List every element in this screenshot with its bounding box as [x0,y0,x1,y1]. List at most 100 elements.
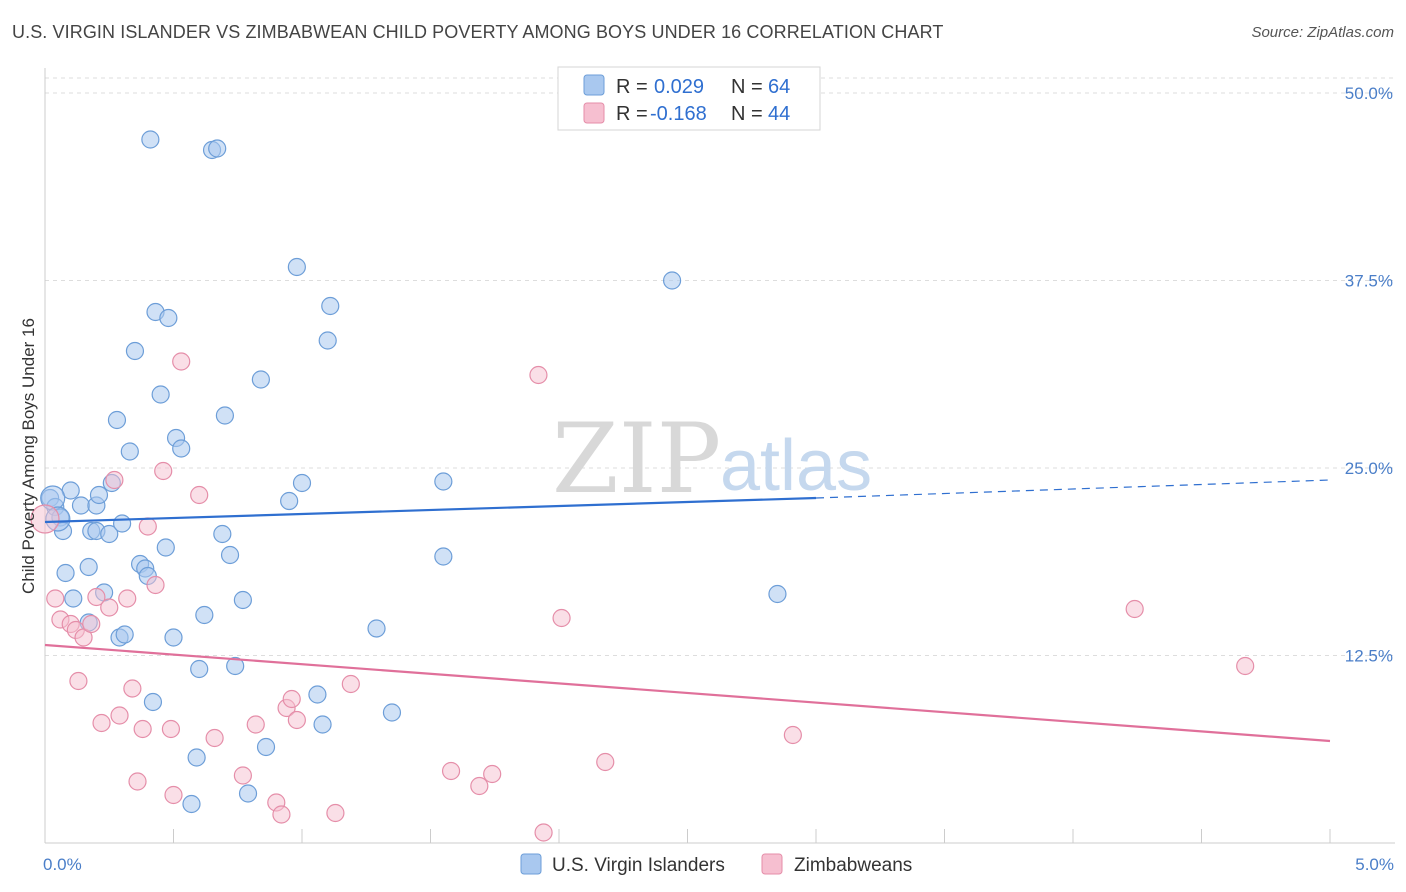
pink-point-8 [87,587,106,607]
blue-point-4 [56,563,75,583]
legend-n-label-blue: N = [731,76,763,98]
blue-point-19 [112,514,132,533]
blue-point-8 [79,557,98,577]
blue-point-13 [89,485,109,505]
pink-point-19 [154,461,173,481]
pink-point-37 [529,365,548,385]
blue-point-43 [220,545,240,565]
pink-trend-line [44,643,1331,743]
pink-point-41 [783,725,802,745]
pink-point-18 [146,575,165,595]
blue-point-17 [107,410,127,430]
blue-point-52 [308,685,327,704]
watermark-atlas: atlas [720,426,872,506]
pink-point-9 [92,713,111,733]
blue-point-58 [434,472,453,491]
blue-point-60 [662,271,682,290]
blue-point-26 [141,130,160,149]
pink-point-26 [246,715,265,734]
blue-point-49 [280,491,299,511]
watermark-zip: ZIP [552,403,721,515]
pink-point-34 [441,761,461,781]
legend-r-label-pink: R = [616,103,648,125]
blue-point-42 [215,406,234,425]
x-tick-label-1: 5.0% [1355,855,1394,874]
blue-point-36 [187,748,206,767]
y-tick-label-3: 50.0% [1345,84,1393,103]
pink-point-11 [105,470,124,490]
pink-point-20 [161,719,181,739]
pink-point-12 [110,706,129,725]
blue-point-6 [64,589,83,608]
blue-point-59 [434,547,453,566]
legend-n-label-pink: N = [731,103,763,125]
blue-point-32 [164,628,183,647]
pink-point-33 [341,674,360,694]
y-tick-label-2: 37.5% [1345,272,1393,291]
blue-point-20 [115,625,134,644]
blue-point-38 [195,605,214,625]
pink-point-22 [172,352,191,371]
pink-point-32 [326,803,345,823]
blue-point-50 [287,257,306,277]
pink-point-7 [82,614,101,634]
pink-point-35 [470,776,489,796]
blue-point-40 [208,139,227,158]
blue-point-41 [213,524,232,544]
pink-point-36 [483,764,502,784]
blue-point-56 [367,619,386,638]
pink-point-23 [190,485,209,505]
blue-point-45 [233,590,252,610]
pink-point-14 [123,679,142,698]
blue-point-31 [159,308,178,328]
blue-point-54 [318,331,337,350]
blue-point-29 [151,385,170,404]
y-tick-label-0: 12.5% [1345,647,1393,666]
trend-lines [44,479,1331,743]
pink-point-31 [287,710,306,730]
pink-point-17 [138,517,157,536]
pink-point-16 [133,719,152,739]
blue-trend-extension [815,479,1331,499]
pink-point-38 [534,823,553,842]
blue-point-51 [292,473,312,493]
pink-point-15 [128,772,147,791]
pink-point-43 [1236,656,1255,676]
blue-trend-line [44,496,817,524]
blue-point-27 [143,692,163,712]
blue-point-48 [256,737,276,757]
blue-point-22 [125,341,145,361]
bottom-legend-swatch-blue [520,853,542,875]
pink-point-39 [552,608,571,628]
axis-labels: 12.5% 25.0% 37.5% 50.0% 0.0% 5.0% [43,84,1394,874]
series-us-virgin-islanders-points [40,130,787,814]
source-credit: Source: ZipAtlas.com [1251,24,1394,41]
legend-n-value-pink: 44 [768,103,790,125]
x-tick-label-0: 0.0% [43,855,82,874]
y-tick-label-1: 25.0% [1345,459,1393,478]
watermark: ZIP atlas [552,403,872,515]
legend-box: R = 0.029 N = 64 R = -0.168 N = 44 [557,66,821,131]
blue-point-55 [321,296,340,316]
series-zimbabweans-points [30,352,1255,842]
pink-point-13 [118,589,137,608]
blue-point-35 [182,794,201,814]
blue-point-57 [382,703,402,722]
legend-swatch-pink [583,102,605,124]
pink-point-24 [205,728,224,748]
pink-point-42 [1125,599,1144,619]
pink-point-5 [69,671,88,691]
bottom-legend-label-pink: Zimbabweans [794,855,912,876]
blue-point-61 [768,584,787,604]
legend-n-value-blue: 64 [768,76,790,98]
blue-point-53 [313,715,332,734]
legend-r-label-blue: R = [616,76,648,98]
legend-swatch-blue [583,74,605,96]
grid-layer [45,77,1395,656]
pink-point-0 [30,504,60,534]
chart-title: U.S. VIRGIN ISLANDER VS ZIMBABWEAN CHILD… [12,22,944,42]
pink-point-40 [596,752,615,772]
pink-point-30 [282,689,301,709]
pink-point-25 [233,766,252,785]
